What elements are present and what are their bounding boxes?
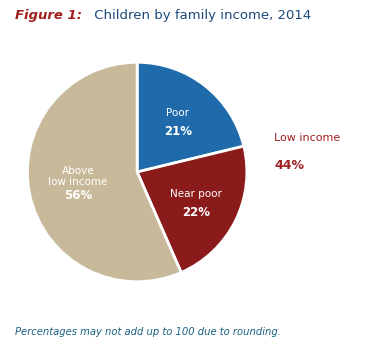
- Text: Near poor: Near poor: [170, 189, 222, 198]
- Text: 56%: 56%: [64, 189, 92, 202]
- Text: Poor: Poor: [166, 108, 189, 118]
- Text: Above
low income: Above low income: [48, 166, 108, 187]
- Text: Low income: Low income: [274, 132, 341, 143]
- Wedge shape: [137, 62, 244, 172]
- Wedge shape: [27, 62, 181, 282]
- Text: 22%: 22%: [182, 206, 210, 219]
- Text: 21%: 21%: [164, 125, 192, 138]
- Text: 44%: 44%: [274, 159, 304, 172]
- Text: Percentages may not add up to 100 due to rounding.: Percentages may not add up to 100 due to…: [15, 327, 281, 337]
- Wedge shape: [137, 146, 247, 272]
- Text: Figure 1:: Figure 1:: [15, 9, 82, 22]
- Text: Children by family income, 2014: Children by family income, 2014: [90, 9, 311, 22]
